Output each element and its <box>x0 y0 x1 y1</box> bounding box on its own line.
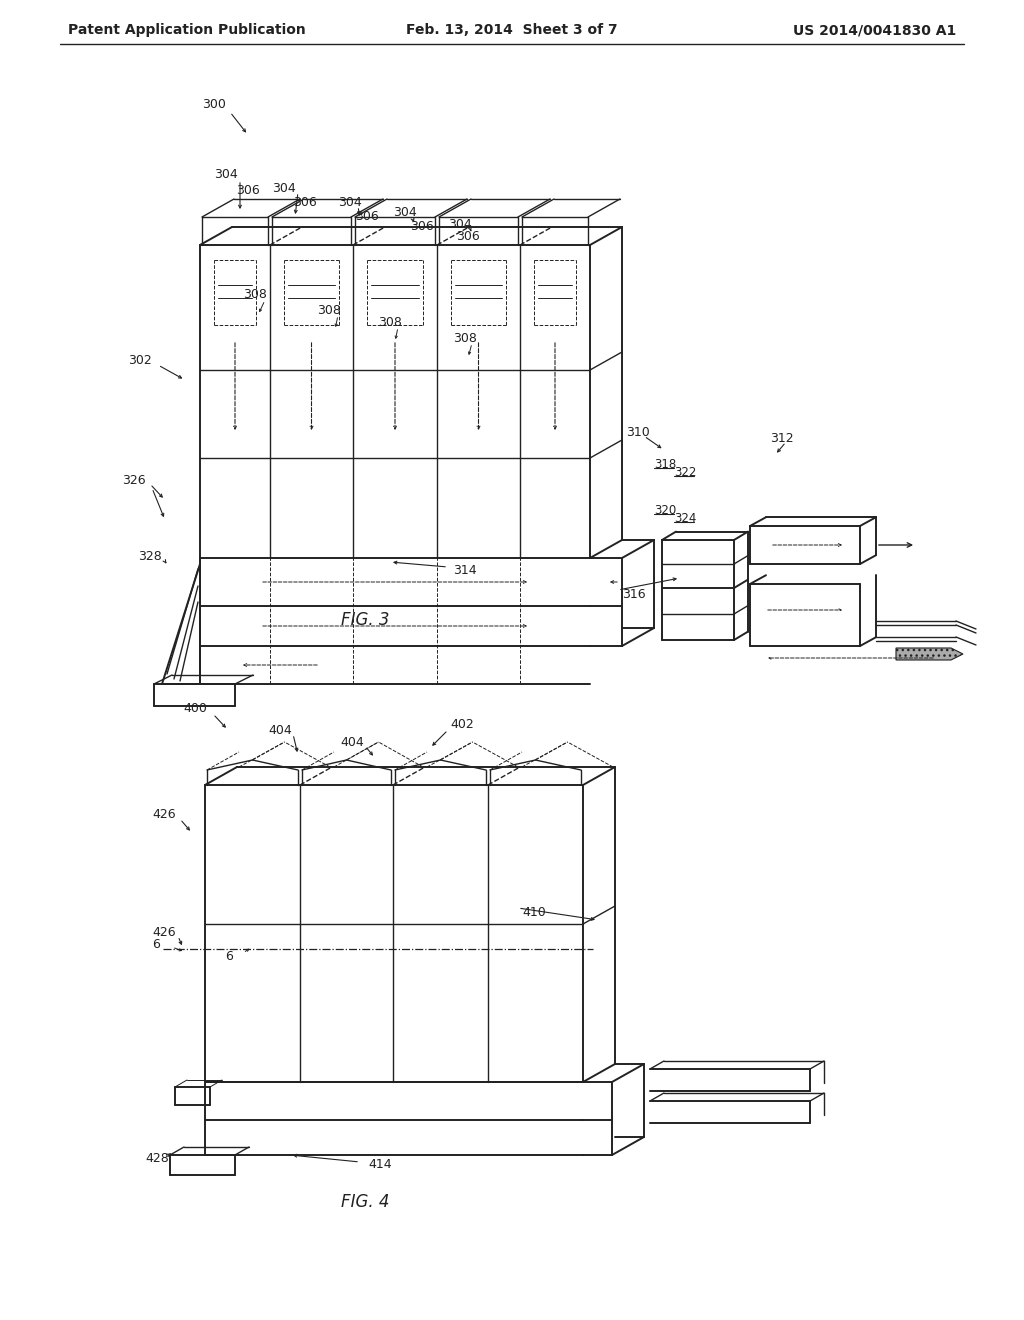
Text: US 2014/0041830 A1: US 2014/0041830 A1 <box>793 22 956 37</box>
Text: 314: 314 <box>453 564 476 577</box>
Text: 304: 304 <box>272 181 296 194</box>
Text: 300: 300 <box>202 99 226 111</box>
Text: 306: 306 <box>456 231 480 243</box>
Polygon shape <box>896 648 963 660</box>
Text: 410: 410 <box>522 906 546 919</box>
Text: 306: 306 <box>293 195 316 209</box>
Text: 304: 304 <box>449 219 472 231</box>
Text: 6: 6 <box>152 939 160 952</box>
Text: 306: 306 <box>410 219 434 232</box>
Text: 304: 304 <box>338 195 361 209</box>
Text: 402: 402 <box>450 718 474 731</box>
Text: 310: 310 <box>626 425 650 438</box>
Text: Feb. 13, 2014  Sheet 3 of 7: Feb. 13, 2014 Sheet 3 of 7 <box>407 22 617 37</box>
Text: 404: 404 <box>340 735 364 748</box>
Text: 304: 304 <box>214 169 238 181</box>
Text: 308: 308 <box>243 289 267 301</box>
Text: 326: 326 <box>122 474 145 487</box>
Text: 414: 414 <box>368 1159 391 1172</box>
Text: 324: 324 <box>674 511 696 524</box>
Text: 302: 302 <box>128 354 152 367</box>
Text: 404: 404 <box>268 723 292 737</box>
Text: FIG. 4: FIG. 4 <box>341 1193 389 1210</box>
Text: 316: 316 <box>622 587 645 601</box>
Text: 304: 304 <box>393 206 417 219</box>
Text: 306: 306 <box>236 183 260 197</box>
Text: 308: 308 <box>453 331 477 345</box>
Text: 428: 428 <box>145 1151 169 1164</box>
Text: FIG. 3: FIG. 3 <box>341 611 389 630</box>
Text: 306: 306 <box>355 210 379 223</box>
Text: 308: 308 <box>378 315 401 329</box>
Text: 320: 320 <box>654 503 676 516</box>
Text: 318: 318 <box>654 458 676 470</box>
Text: 426: 426 <box>152 808 176 821</box>
Text: 6: 6 <box>225 950 232 964</box>
Text: 328: 328 <box>138 549 162 562</box>
Text: 426: 426 <box>152 925 176 939</box>
Text: 308: 308 <box>317 304 341 317</box>
Text: 312: 312 <box>770 432 794 445</box>
Text: 322: 322 <box>674 466 696 479</box>
Text: Patent Application Publication: Patent Application Publication <box>68 22 306 37</box>
Text: 400: 400 <box>183 701 207 714</box>
